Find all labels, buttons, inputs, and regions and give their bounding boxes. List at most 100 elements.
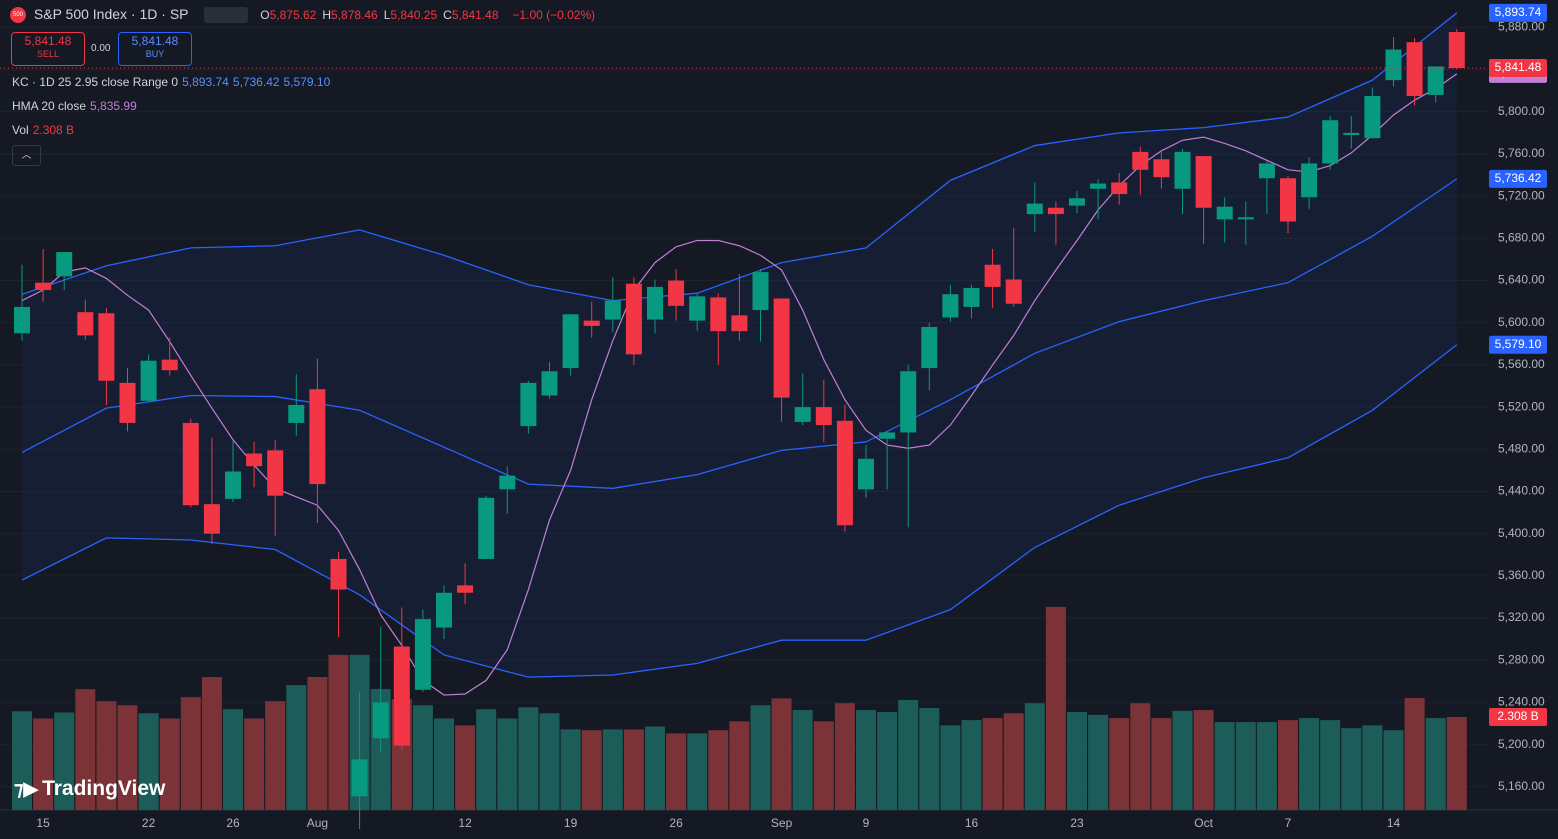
- volume-bar: [813, 721, 834, 810]
- candle-body: [858, 458, 874, 490]
- candle-body: [1237, 217, 1254, 220]
- volume-bar: [180, 697, 201, 810]
- kc-line: [21, 344, 1458, 678]
- ohlc-key: C: [443, 8, 452, 22]
- candle-body: [1195, 156, 1212, 208]
- candle-body: [773, 298, 790, 398]
- price-tag: [1489, 59, 1547, 78]
- volume-bar: [1172, 710, 1193, 810]
- y-tick-label: 5,560.00: [1498, 357, 1545, 371]
- candle-body: [393, 646, 410, 746]
- volume-bar: [12, 711, 32, 810]
- candle-body: [309, 389, 326, 485]
- volume-bar: [75, 689, 96, 810]
- ohlc-key: H: [322, 8, 332, 22]
- candle-body: [225, 471, 241, 499]
- y-tick-label: 5,400.00: [1498, 526, 1545, 540]
- volume-bar: [687, 733, 708, 810]
- volume-bar: [1088, 714, 1109, 810]
- candle-body: [98, 313, 115, 381]
- price-tag-text: 5,579.10: [1495, 337, 1542, 351]
- price-tag-text: 5,736.42: [1495, 171, 1542, 185]
- ohlc-value: 5,878.46: [331, 8, 378, 22]
- candle-body: [1343, 132, 1360, 135]
- candle-body: [1280, 178, 1296, 222]
- y-tick-label: 5,320.00: [1498, 610, 1545, 624]
- volume-bar: [961, 720, 982, 810]
- symbol[interactable]: S&P 500 Index · 1D · SP: [33, 6, 189, 22]
- buy-button[interactable]: 5,841.48 BUY: [118, 32, 192, 66]
- volume-bar: [96, 701, 117, 810]
- hma-legend[interactable]: HMA 20 close 5,835.99: [12, 99, 141, 113]
- volume-bar: [645, 726, 665, 810]
- y-tick-label: 5,360.00: [1498, 568, 1545, 582]
- candle-body: [457, 585, 474, 593]
- volume-bar: [792, 710, 813, 810]
- volume-bar: [1256, 722, 1277, 810]
- x-tick-label: 26: [226, 816, 240, 830]
- volume-bar: [265, 701, 286, 810]
- candle-body: [731, 315, 748, 332]
- kc-legend[interactable]: KC · 1D 25 2.95 close Range 0 5,893.74 5,7…: [12, 75, 334, 89]
- symbol-icon: 500: [10, 7, 26, 24]
- candle-body: [1385, 49, 1402, 81]
- toggles[interactable]: [204, 7, 249, 24]
- y-tick-label: 5,880.00: [1498, 20, 1545, 34]
- candle-body: [1448, 32, 1465, 69]
- x-tick-label: 15: [36, 816, 50, 830]
- candle-body: [520, 382, 537, 427]
- collapse-button[interactable]: ︿: [12, 145, 41, 166]
- sell-button[interactable]: 5,841.48 SELL: [11, 32, 85, 66]
- candle-body: [1216, 206, 1233, 220]
- candle-body: [752, 272, 769, 311]
- band-fill: [22, 12, 1457, 678]
- buy-price: 5,841.48: [131, 34, 179, 48]
- candle-body: [14, 306, 30, 334]
- plot: [0, 12, 1488, 829]
- ohlc-key: L: [383, 8, 391, 22]
- volume-bar: [1425, 718, 1446, 810]
- volume-bar: [708, 730, 729, 810]
- volume-bar: [1151, 718, 1172, 810]
- volume-bar: [771, 698, 792, 810]
- vol-legend[interactable]: Vol 2.308 B: [12, 123, 78, 137]
- volume-bar: [1320, 720, 1341, 810]
- volume-bar: [750, 705, 771, 810]
- volume-bar: [1109, 718, 1130, 810]
- candle-body: [119, 382, 136, 423]
- kc-value: 5,579.10: [283, 75, 331, 89]
- candle-body: [942, 294, 959, 318]
- y-tick-label: 5,800.00: [1498, 104, 1545, 118]
- candle-body: [1111, 182, 1128, 195]
- volume-bar: [940, 725, 961, 810]
- volume-bar: [201, 677, 222, 810]
- kc-title: KC · 1D 25 2.95 close Range 0: [12, 75, 179, 89]
- x-tick-label: 22: [142, 816, 156, 830]
- volume-bar: [1214, 722, 1235, 810]
- y-tick-label: 5,440.00: [1498, 484, 1545, 498]
- candle-body: [836, 420, 853, 526]
- y-tick-label: 5,240.00: [1498, 695, 1545, 709]
- price-tag-text: 5,841.48: [1495, 60, 1542, 74]
- hma-line: [21, 73, 1458, 696]
- candle-body: [436, 592, 452, 628]
- volume-bar: [898, 699, 919, 810]
- price-axis: [1488, 0, 1558, 839]
- volume-bar: [666, 733, 687, 810]
- x-tick-label: Sep: [771, 816, 793, 830]
- y-tick-label: 5,280.00: [1498, 652, 1545, 666]
- volume-bar: [1045, 606, 1066, 810]
- volume-bar: [497, 718, 518, 810]
- volume-bar: [602, 729, 623, 810]
- candle-body: [246, 453, 263, 467]
- candle-body: [330, 558, 347, 590]
- candle-body: [1069, 198, 1085, 206]
- volume-bar: [518, 707, 539, 810]
- volume-bar: [1383, 730, 1404, 810]
- x-tick-label: Aug: [307, 816, 328, 830]
- candle-body: [562, 314, 579, 369]
- volume-bar: [834, 703, 855, 810]
- y-tick-label: 5,720.00: [1498, 188, 1545, 202]
- x-tick-label: 9: [863, 816, 870, 830]
